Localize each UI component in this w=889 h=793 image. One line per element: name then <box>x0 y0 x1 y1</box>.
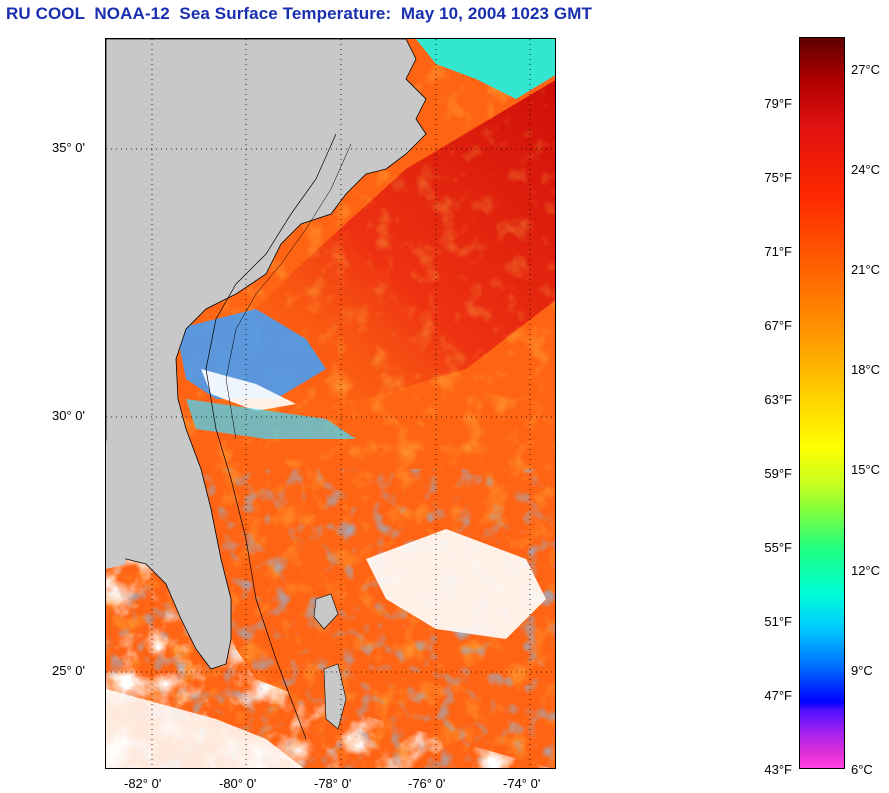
colorbar-f-label: 79°F <box>764 96 792 111</box>
colorbar-c-label: 9°C <box>851 663 873 678</box>
colorbar-f-label: 51°F <box>764 614 792 629</box>
colorbar-c-label: 27°C <box>851 62 881 77</box>
cold-shelf-water <box>186 399 356 439</box>
colorbar-c-label: 15°C <box>851 462 881 477</box>
colorbar-c-label: 12°C <box>851 563 881 578</box>
map-title: RU COOL NOAA-12 Sea Surface Temperature:… <box>6 4 592 23</box>
cloud-patch-shelf <box>201 369 296 411</box>
colorbar-f-label: 59°F <box>764 466 792 481</box>
colorbar-f-label: 55°F <box>764 540 792 555</box>
land-gulf-coast <box>106 439 126 569</box>
sst-map <box>105 38 556 769</box>
bathymetry-contour-2 <box>225 143 352 440</box>
cold-water-north <box>416 39 555 99</box>
cloud-bank-bahamas <box>366 529 546 639</box>
bathymetry-contour <box>205 133 337 740</box>
colorbar-f-label: 67°F <box>764 318 792 333</box>
lon-label-76: -76° 0' <box>408 776 446 791</box>
colorbar-c-label: 18°C <box>851 362 881 377</box>
lon-label-82: -82° 0' <box>124 776 162 791</box>
colorbar-f-label: 75°F <box>764 170 792 185</box>
colorbar-f-label: 63°F <box>764 392 792 407</box>
lon-label-78: -78° 0' <box>314 776 352 791</box>
lon-label-80: -80° 0' <box>219 776 257 791</box>
sst-map-canvas <box>106 39 555 768</box>
land-bahamas <box>313 593 339 630</box>
colorbar-f-label: 47°F <box>764 688 792 703</box>
colorbar-f-label: 43°F <box>764 762 792 777</box>
lon-label-74: -74° 0' <box>503 776 541 791</box>
colorbar-c-label: 24°C <box>851 162 881 177</box>
colorbar-c-label: 21°C <box>851 262 881 277</box>
lat-label-30: 30° 0' <box>52 408 85 423</box>
land-andros <box>323 663 347 730</box>
cloud-cuba-region <box>106 689 304 768</box>
lat-label-25: 25° 0' <box>52 663 85 678</box>
colorbar-c-label: 6°C <box>851 762 873 777</box>
lat-label-35: 35° 0' <box>52 140 85 155</box>
map-graticule <box>106 39 555 768</box>
land-southeast-us <box>106 39 427 670</box>
colorbar-f-label: 71°F <box>764 244 792 259</box>
temperature-colorbar <box>799 37 845 769</box>
